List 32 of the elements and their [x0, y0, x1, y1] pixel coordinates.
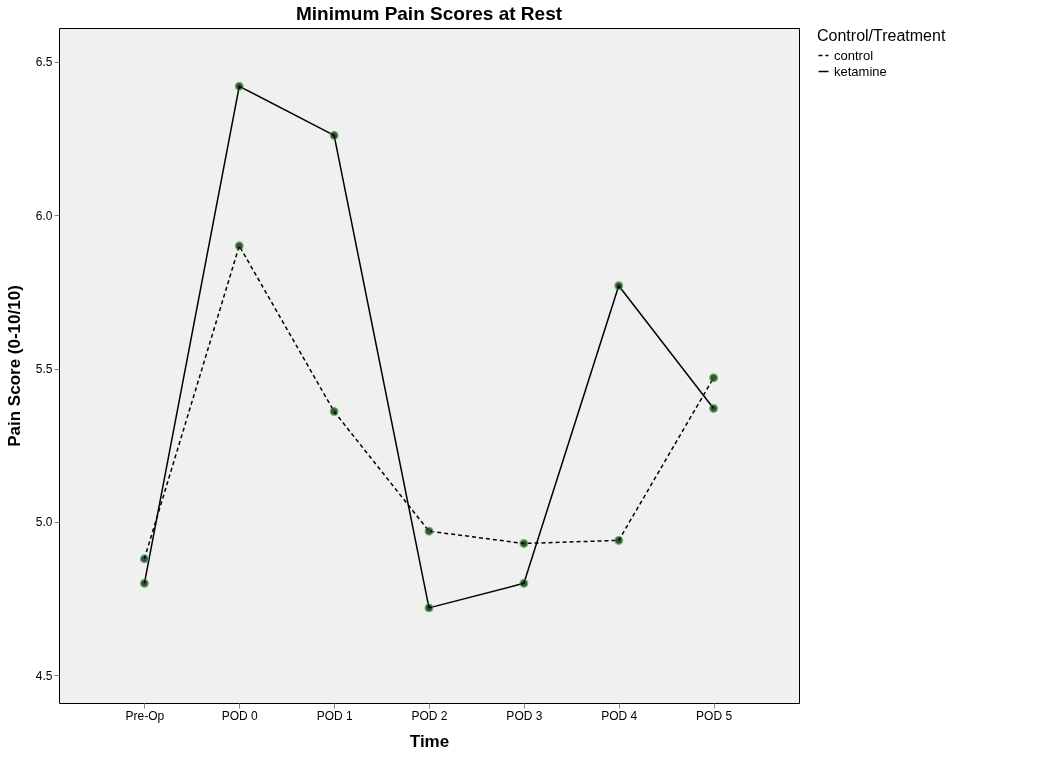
point: [424, 526, 434, 536]
y-tick-label: 6.0: [35, 208, 53, 223]
y-tick-label: 6.5: [35, 55, 53, 70]
legend-title: Control/Treatment: [817, 27, 946, 44]
x-tick-label: POD 4: [601, 708, 638, 723]
point: [234, 241, 244, 251]
x-tick-label: POD 5: [696, 708, 733, 723]
y-axis-title: Pain Score (0-10/10): [4, 285, 24, 447]
point: [519, 538, 529, 548]
x-axis-title: Time: [409, 731, 450, 751]
chart-title: Minimum Pain Scores at Rest: [295, 3, 563, 24]
point: [139, 578, 149, 588]
point: [329, 130, 339, 140]
point: [519, 578, 529, 588]
x-tick-label: POD 0: [221, 708, 259, 723]
point: [614, 535, 624, 545]
point: [424, 603, 434, 613]
point: [614, 281, 624, 291]
y-tick-label: 5.0: [35, 515, 53, 530]
y-tick-label: 5.5: [35, 362, 53, 377]
y-tick-label: 4.5: [35, 668, 53, 683]
point: [709, 373, 719, 383]
point: [709, 403, 719, 413]
point: [139, 554, 149, 564]
legend-label: ketamine: [834, 63, 887, 79]
x-tick-label: POD 2: [411, 708, 448, 723]
legend-label: control: [834, 47, 874, 63]
point: [329, 407, 339, 416]
x-tick-label: POD 1: [316, 708, 353, 723]
point: [234, 81, 244, 91]
x-tick-label: Pre-Op: [125, 708, 165, 723]
x-tick-label: POD 3: [506, 708, 543, 723]
